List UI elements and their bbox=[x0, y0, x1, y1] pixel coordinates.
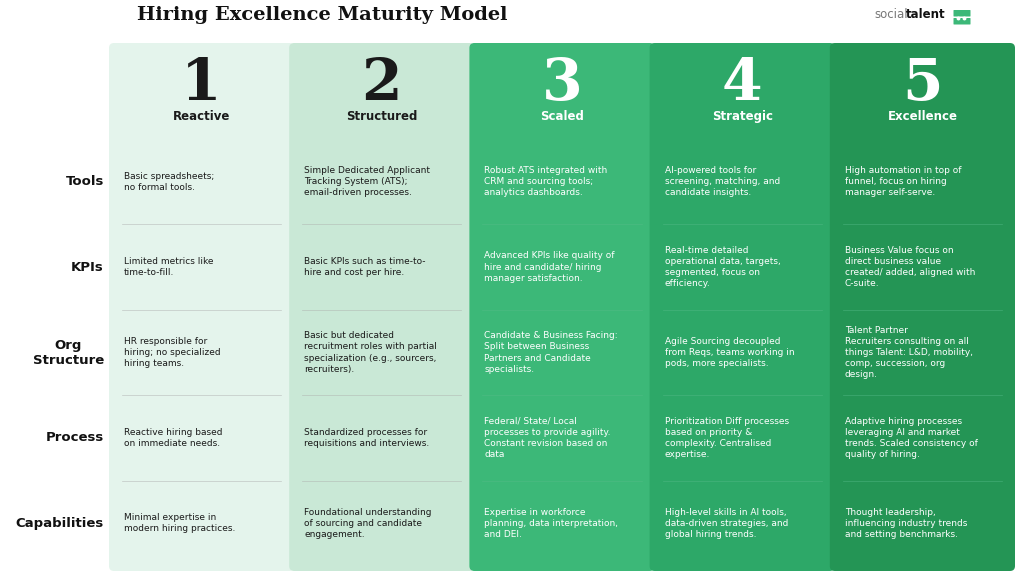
Text: talent: talent bbox=[906, 8, 945, 21]
Text: Tools: Tools bbox=[66, 175, 104, 188]
Text: Candidate & Business Facing:
Split between Business
Partners and Candidate
speci: Candidate & Business Facing: Split betwe… bbox=[484, 331, 618, 374]
Text: Basic spreadsheets;
no formal tools.: Basic spreadsheets; no formal tools. bbox=[124, 172, 214, 192]
Text: Basic KPIs such as time-to-
hire and cost per hire.: Basic KPIs such as time-to- hire and cos… bbox=[304, 257, 426, 277]
Text: Simple Dedicated Applicant
Tracking System (ATS);
email-driven processes.: Simple Dedicated Applicant Tracking Syst… bbox=[304, 166, 430, 198]
Text: Robust ATS integrated with
CRM and sourcing tools;
analytics dashboards.: Robust ATS integrated with CRM and sourc… bbox=[484, 166, 607, 198]
Text: 4: 4 bbox=[722, 56, 763, 112]
FancyBboxPatch shape bbox=[953, 18, 971, 25]
Text: Limited metrics like
time-to-fill.: Limited metrics like time-to-fill. bbox=[124, 257, 213, 277]
Text: Federal/ State/ Local
processes to provide agility.
Constant revision based on
d: Federal/ State/ Local processes to provi… bbox=[484, 417, 611, 459]
Text: Reactive: Reactive bbox=[173, 110, 230, 123]
FancyBboxPatch shape bbox=[109, 43, 294, 571]
Text: HR responsible for
hiring; no specialized
hiring teams.: HR responsible for hiring; no specialize… bbox=[124, 337, 220, 368]
Text: Adaptive hiring processes
leveraging AI and market
trends. Scaled consistency of: Adaptive hiring processes leveraging AI … bbox=[845, 417, 978, 459]
Text: KPIs: KPIs bbox=[72, 260, 104, 274]
Text: Minimal expertise in
modern hiring practices.: Minimal expertise in modern hiring pract… bbox=[124, 513, 236, 533]
Text: High automation in top of
funnel, focus on hiring
manager self-serve.: High automation in top of funnel, focus … bbox=[845, 166, 962, 198]
Text: Excellence: Excellence bbox=[888, 110, 957, 123]
Text: Prioritization Diff processes
based on priority &
complexity. Centralised
expert: Prioritization Diff processes based on p… bbox=[665, 417, 788, 459]
Text: Talent Partner
Recruiters consulting on all
things Talent: L&D, mobility,
comp, : Talent Partner Recruiters consulting on … bbox=[845, 326, 973, 379]
Text: Scaled: Scaled bbox=[540, 110, 584, 123]
Text: AI-powered tools for
screening, matching, and
candidate insights.: AI-powered tools for screening, matching… bbox=[665, 166, 780, 198]
Text: Reactive hiring based
on immediate needs.: Reactive hiring based on immediate needs… bbox=[124, 428, 222, 448]
Text: Hiring Excellence Maturity Model: Hiring Excellence Maturity Model bbox=[137, 6, 508, 24]
Text: Process: Process bbox=[46, 431, 104, 445]
Text: 3: 3 bbox=[542, 56, 583, 112]
Text: Structured: Structured bbox=[346, 110, 418, 123]
Text: Strategic: Strategic bbox=[712, 110, 773, 123]
Text: Capabilities: Capabilities bbox=[15, 517, 104, 530]
FancyBboxPatch shape bbox=[469, 43, 654, 571]
Text: 2: 2 bbox=[361, 56, 402, 112]
Text: Standardized processes for
requisitions and interviews.: Standardized processes for requisitions … bbox=[304, 428, 429, 448]
FancyBboxPatch shape bbox=[289, 43, 474, 571]
Text: Advanced KPIs like quality of
hire and candidate/ hiring
manager satisfaction.: Advanced KPIs like quality of hire and c… bbox=[484, 252, 614, 283]
Text: Org
Structure: Org Structure bbox=[33, 339, 104, 366]
FancyBboxPatch shape bbox=[829, 43, 1015, 571]
Text: 5: 5 bbox=[902, 56, 943, 112]
Text: Real-time detailed
operational data, targets,
segmented, focus on
efficiency.: Real-time detailed operational data, tar… bbox=[665, 246, 780, 288]
Text: Agile Sourcing decoupled
from Reqs, teams working in
pods, more specialists.: Agile Sourcing decoupled from Reqs, team… bbox=[665, 337, 795, 368]
FancyBboxPatch shape bbox=[953, 10, 971, 17]
Text: Thought leadership,
influencing industry trends
and setting benchmarks.: Thought leadership, influencing industry… bbox=[845, 507, 968, 539]
Text: 1: 1 bbox=[181, 56, 222, 112]
Text: High-level skills in AI tools,
data-driven strategies, and
global hiring trends.: High-level skills in AI tools, data-driv… bbox=[665, 507, 788, 539]
Text: social: social bbox=[874, 8, 907, 21]
Text: Basic but dedicated
recruitment roles with partial
specialization (e.g., sourcer: Basic but dedicated recruitment roles wi… bbox=[304, 331, 437, 374]
FancyBboxPatch shape bbox=[649, 43, 835, 571]
Text: Expertise in workforce
planning, data interpretation,
and DEI.: Expertise in workforce planning, data in… bbox=[484, 507, 618, 539]
Text: Business Value focus on
direct business value
created/ added, aligned with
C-sui: Business Value focus on direct business … bbox=[845, 246, 975, 288]
Text: Foundational understanding
of sourcing and candidate
engagement.: Foundational understanding of sourcing a… bbox=[304, 507, 432, 539]
